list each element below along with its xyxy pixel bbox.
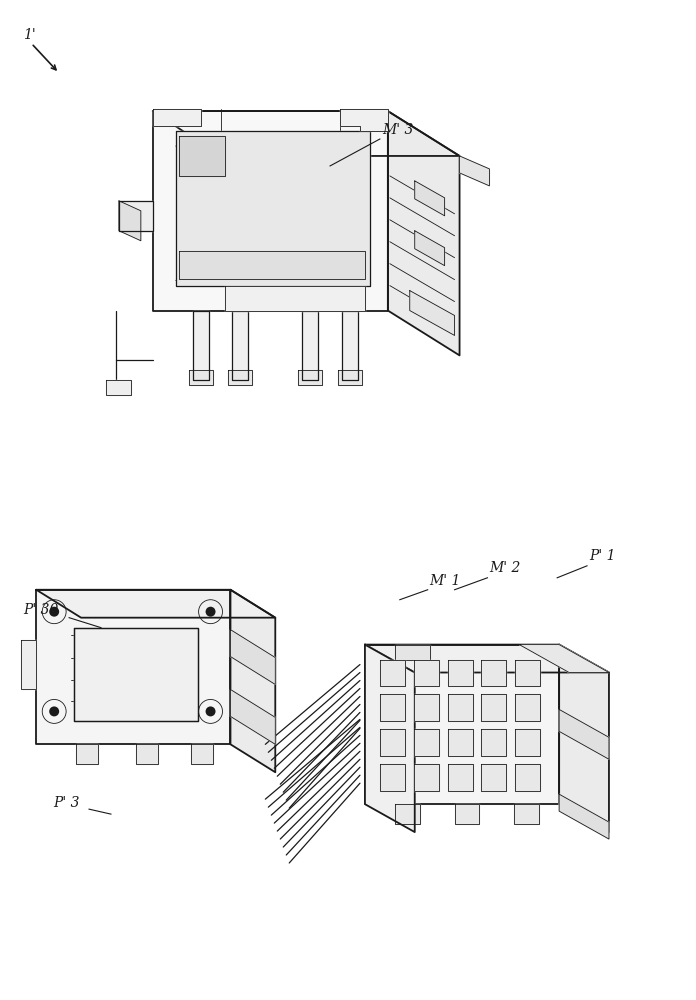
Polygon shape: [338, 370, 362, 385]
Text: P' 1: P' 1: [589, 549, 615, 563]
Polygon shape: [454, 804, 480, 824]
Text: 1': 1': [23, 28, 36, 42]
Polygon shape: [410, 291, 454, 335]
Polygon shape: [415, 181, 445, 216]
Polygon shape: [153, 111, 388, 311]
Text: M' 2: M' 2: [489, 561, 521, 575]
Polygon shape: [179, 136, 226, 176]
Text: M' 3: M' 3: [382, 123, 413, 137]
Text: P' 30: P' 30: [23, 603, 58, 617]
Polygon shape: [448, 764, 473, 791]
Polygon shape: [380, 694, 405, 721]
Polygon shape: [340, 109, 388, 131]
Circle shape: [205, 706, 216, 716]
Polygon shape: [559, 645, 609, 832]
Polygon shape: [515, 694, 540, 721]
Polygon shape: [228, 370, 253, 385]
Polygon shape: [22, 640, 36, 689]
Polygon shape: [413, 764, 438, 791]
Circle shape: [49, 607, 59, 617]
Polygon shape: [106, 380, 131, 395]
Polygon shape: [482, 660, 507, 686]
Polygon shape: [230, 590, 276, 772]
Polygon shape: [119, 201, 141, 241]
Polygon shape: [153, 109, 200, 126]
Polygon shape: [482, 694, 507, 721]
Circle shape: [205, 607, 216, 617]
Polygon shape: [559, 794, 609, 839]
Polygon shape: [519, 645, 609, 673]
Polygon shape: [413, 729, 438, 756]
Polygon shape: [36, 590, 276, 618]
Text: M' 1: M' 1: [429, 574, 461, 588]
Polygon shape: [448, 729, 473, 756]
Polygon shape: [76, 744, 98, 764]
Polygon shape: [179, 251, 365, 279]
Polygon shape: [119, 201, 153, 231]
Polygon shape: [395, 645, 429, 660]
Polygon shape: [365, 645, 609, 673]
Polygon shape: [515, 660, 540, 686]
Polygon shape: [226, 286, 365, 311]
Text: P' 3: P' 3: [53, 796, 79, 810]
Polygon shape: [232, 311, 248, 380]
Circle shape: [49, 706, 59, 716]
Polygon shape: [388, 111, 459, 355]
Polygon shape: [380, 729, 405, 756]
Polygon shape: [515, 729, 540, 756]
Polygon shape: [413, 660, 438, 686]
Polygon shape: [175, 131, 370, 286]
Polygon shape: [380, 660, 405, 686]
Polygon shape: [230, 630, 276, 684]
Polygon shape: [189, 370, 212, 385]
Polygon shape: [559, 709, 609, 759]
Polygon shape: [413, 694, 438, 721]
Polygon shape: [193, 311, 209, 380]
Polygon shape: [74, 628, 198, 721]
Polygon shape: [448, 660, 473, 686]
Polygon shape: [342, 311, 358, 380]
Polygon shape: [448, 694, 473, 721]
Polygon shape: [230, 689, 276, 744]
Polygon shape: [365, 645, 559, 804]
Polygon shape: [36, 590, 230, 744]
Polygon shape: [515, 764, 540, 791]
Polygon shape: [395, 804, 420, 824]
Polygon shape: [153, 111, 459, 156]
Polygon shape: [136, 744, 158, 764]
Polygon shape: [415, 231, 445, 266]
Polygon shape: [365, 645, 415, 832]
Polygon shape: [298, 370, 322, 385]
Polygon shape: [482, 729, 507, 756]
Polygon shape: [514, 804, 539, 824]
Polygon shape: [482, 764, 507, 791]
Polygon shape: [459, 156, 489, 186]
Polygon shape: [191, 744, 212, 764]
Polygon shape: [380, 764, 405, 791]
Polygon shape: [302, 311, 318, 380]
